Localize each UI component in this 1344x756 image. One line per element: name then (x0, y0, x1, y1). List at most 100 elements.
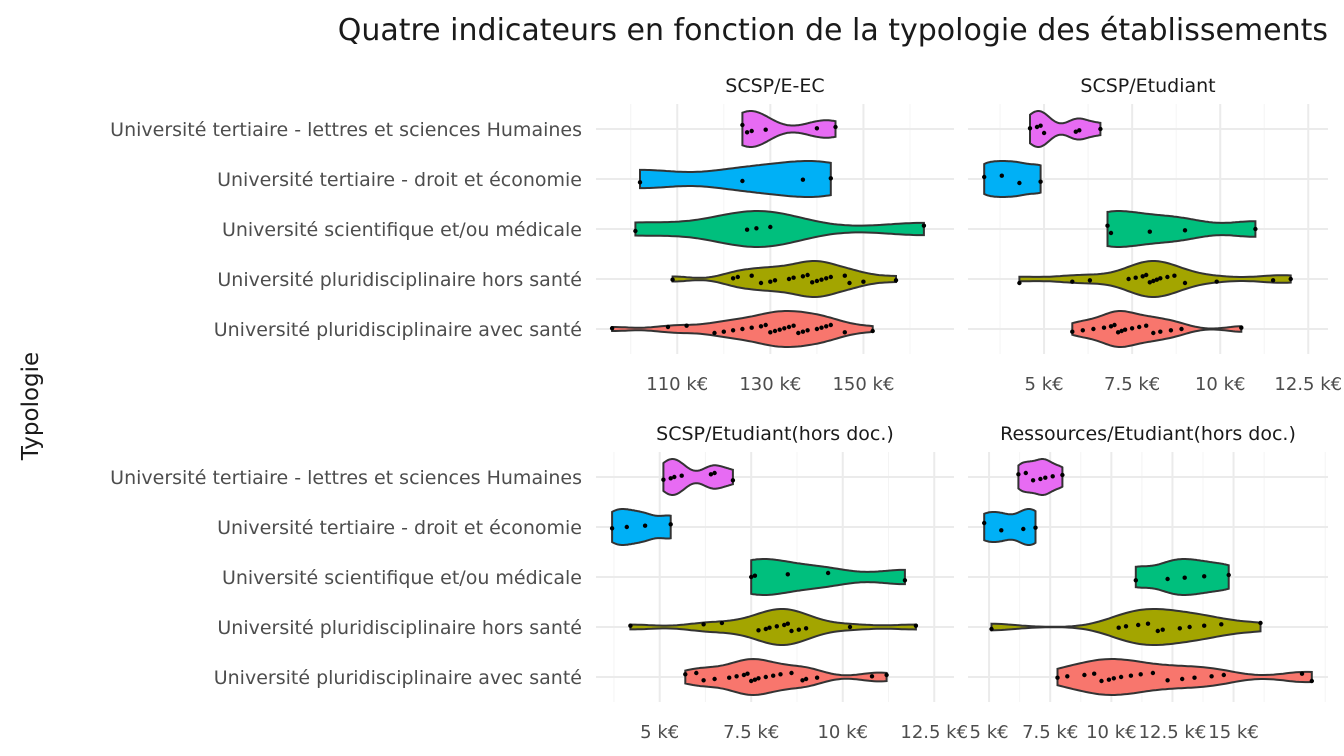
category-label: Université tertiaire - droit et économie (217, 169, 582, 191)
data-point (756, 628, 761, 633)
data-point (828, 322, 833, 328)
data-point (1050, 474, 1055, 479)
data-point (786, 324, 792, 330)
data-point (1106, 677, 1112, 682)
data-point (758, 280, 764, 286)
data-point (800, 274, 806, 279)
facet-panel: Ressources/Etudiant(hors doc.) 5 k€ 7.5 k€… (968, 423, 1328, 743)
data-point (727, 675, 732, 680)
data-point (1119, 328, 1124, 334)
category-label: Université scientifique et/ou médicale (222, 567, 582, 589)
violin-shape (634, 210, 925, 248)
data-point (763, 127, 768, 132)
data-point (756, 676, 761, 681)
data-point (763, 322, 768, 328)
data-point (1151, 278, 1156, 284)
data-point (796, 627, 801, 632)
category-label: Université pluridisciplinaire avec santé (214, 667, 582, 689)
data-point (1145, 621, 1151, 626)
data-point (1122, 327, 1128, 332)
data-point (1034, 124, 1040, 130)
data-point (1116, 625, 1121, 630)
data-point (1027, 126, 1033, 131)
data-point (814, 126, 820, 131)
data-point (1070, 329, 1075, 334)
x-tick-label: 5 k€ (640, 722, 679, 743)
data-point (668, 476, 673, 481)
data-point (708, 472, 714, 477)
x-tick-label: 7.5 k€ (1022, 722, 1078, 743)
data-point (1115, 330, 1121, 335)
data-point (744, 130, 750, 135)
data-point (814, 675, 820, 680)
facet-panel: SCSP/Etudiant 5 k€ 7.5 k€ 10 k€ 12.5 k€ (968, 75, 1342, 395)
data-point (1016, 472, 1021, 477)
data-point (1182, 280, 1188, 286)
data-point (819, 277, 824, 282)
data-point (1133, 275, 1138, 280)
data-point (754, 226, 759, 231)
data-point (628, 623, 633, 628)
data-point (1182, 228, 1188, 233)
data-point (828, 176, 833, 181)
data-point (982, 520, 987, 526)
data-point (982, 174, 987, 180)
data-point (989, 626, 994, 632)
data-point (1065, 674, 1070, 679)
data-point (1111, 676, 1117, 681)
violin-shape (684, 657, 888, 697)
x-tick-label: 15 k€ (1208, 722, 1259, 743)
data-point (752, 573, 758, 578)
data-point (767, 625, 772, 630)
data-point (701, 678, 706, 683)
category-label: Université tertiaire - lettres et scienc… (110, 467, 582, 489)
data-point (749, 128, 754, 134)
x-tick-label: 5 k€ (1025, 374, 1064, 395)
data-point (1165, 678, 1170, 683)
data-point (642, 523, 648, 528)
data-point (1209, 674, 1214, 679)
data-point (1030, 478, 1036, 483)
data-point (1150, 670, 1156, 676)
data-point (1073, 129, 1079, 134)
data-point (1140, 274, 1145, 279)
data-point (1055, 675, 1060, 680)
data-point (782, 326, 787, 331)
data-point (1108, 230, 1114, 236)
data-point (869, 674, 875, 679)
data-point (789, 628, 794, 634)
data-point (1182, 575, 1187, 580)
data-point (763, 626, 768, 632)
data-point (1253, 226, 1258, 232)
data-point (796, 330, 801, 336)
data-point (1070, 279, 1075, 284)
data-point (1092, 671, 1097, 676)
data-point (1123, 624, 1129, 629)
violin-shape (662, 458, 734, 496)
data-point (1180, 676, 1185, 682)
data-point (1165, 576, 1170, 582)
data-point (734, 674, 739, 679)
data-point (1288, 276, 1293, 282)
data-point (1165, 274, 1170, 280)
data-point (814, 326, 820, 332)
data-point (782, 622, 787, 628)
data-point (609, 526, 615, 531)
data-point (749, 678, 754, 684)
data-point (805, 328, 810, 333)
data-point (684, 323, 689, 328)
x-tick-label: 10 k€ (817, 722, 868, 743)
data-point (1151, 330, 1156, 336)
data-point (1258, 620, 1263, 626)
data-point (1098, 126, 1103, 132)
data-point (913, 623, 919, 628)
data-point (785, 572, 790, 577)
data-point (730, 276, 736, 281)
violin-shape (983, 160, 1042, 198)
data-point (1133, 578, 1139, 583)
data-point (740, 326, 745, 332)
data-point (1082, 672, 1087, 678)
data-point (609, 326, 615, 331)
data-point (1118, 674, 1124, 680)
